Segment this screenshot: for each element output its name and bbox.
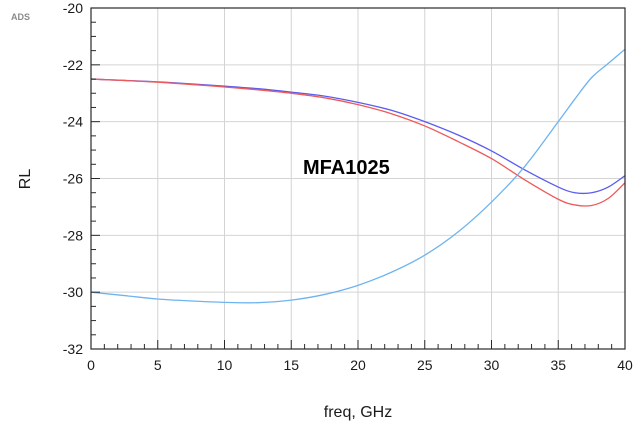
tick-labels: 0 5 10 15 20 25 30 35 40 -32 -30 -28 -26 -24 -22 -20 — [63, 0, 633, 373]
x-tick-label: 15 — [283, 357, 299, 373]
x-tick-label: 5 — [154, 357, 162, 373]
x-axis-title: freq, GHz — [324, 404, 392, 421]
x-tick-label: 25 — [417, 357, 433, 373]
series-line-2 — [90, 78, 626, 207]
y-tick-label: -26 — [63, 171, 83, 187]
watermark: ADS — [11, 12, 30, 22]
y-tick-label: -20 — [63, 0, 83, 16]
x-tick-label: 30 — [484, 357, 500, 373]
x-tick-label: 20 — [350, 357, 366, 373]
chart-annotation: MFA1025 — [303, 157, 390, 179]
series-group — [90, 48, 626, 304]
y-tick-label: -30 — [63, 284, 83, 300]
x-tick-label: 10 — [217, 357, 233, 373]
y-tick-label: -32 — [63, 341, 83, 357]
series-line-3 — [90, 48, 626, 304]
ticks — [90, 7, 626, 350]
grid — [91, 8, 625, 349]
x-tick-label: 35 — [550, 357, 566, 373]
y-axis-title: RL — [17, 169, 34, 190]
y-tick-label: -28 — [63, 227, 83, 243]
x-tick-label: 40 — [617, 357, 633, 373]
x-tick-label: 0 — [87, 357, 95, 373]
y-tick-label: -24 — [63, 114, 83, 130]
y-tick-label: -22 — [63, 57, 83, 73]
